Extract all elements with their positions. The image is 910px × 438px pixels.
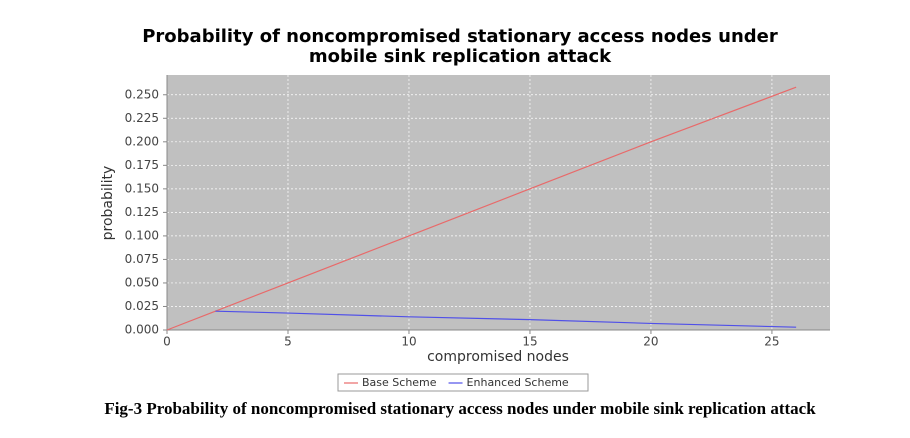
x-tick-label: 10 <box>401 335 416 349</box>
legend-label: Enhanced Scheme <box>467 376 569 389</box>
x-tick-label: 20 <box>643 335 658 349</box>
x-tick-label: 0 <box>163 335 171 349</box>
y-tick-label: 0.125 <box>125 205 159 219</box>
legend-label: Base Scheme <box>362 376 437 389</box>
x-tick-label: 5 <box>284 335 292 349</box>
chart-title: Probability of noncompromised stationary… <box>142 26 778 47</box>
x-tick-label: 25 <box>764 335 779 349</box>
x-tick-label: 15 <box>522 335 537 349</box>
y-tick-label: 0.050 <box>125 275 159 289</box>
caption: Fig-3 Probability of noncompromised stat… <box>104 399 816 418</box>
y-tick-label: 0.250 <box>125 87 159 101</box>
y-tick-label: 0.200 <box>125 134 159 148</box>
y-tick-label: 0.175 <box>125 158 159 172</box>
y-tick-label: 0.100 <box>125 228 159 242</box>
y-axis-label: probability <box>100 166 116 241</box>
legend-box <box>337 373 589 392</box>
y-tick-label: 0.150 <box>125 181 159 195</box>
series-line <box>215 310 797 328</box>
x-axis-label: compromised nodes <box>427 349 569 365</box>
series-line <box>166 86 797 331</box>
chart-subtitle: mobile sink replication attack <box>309 46 612 67</box>
y-tick-label: 0.025 <box>125 299 159 313</box>
y-tick-label: 0.225 <box>125 111 159 125</box>
y-tick-label: 0.075 <box>125 252 159 266</box>
y-tick-label: 0.000 <box>125 323 159 337</box>
